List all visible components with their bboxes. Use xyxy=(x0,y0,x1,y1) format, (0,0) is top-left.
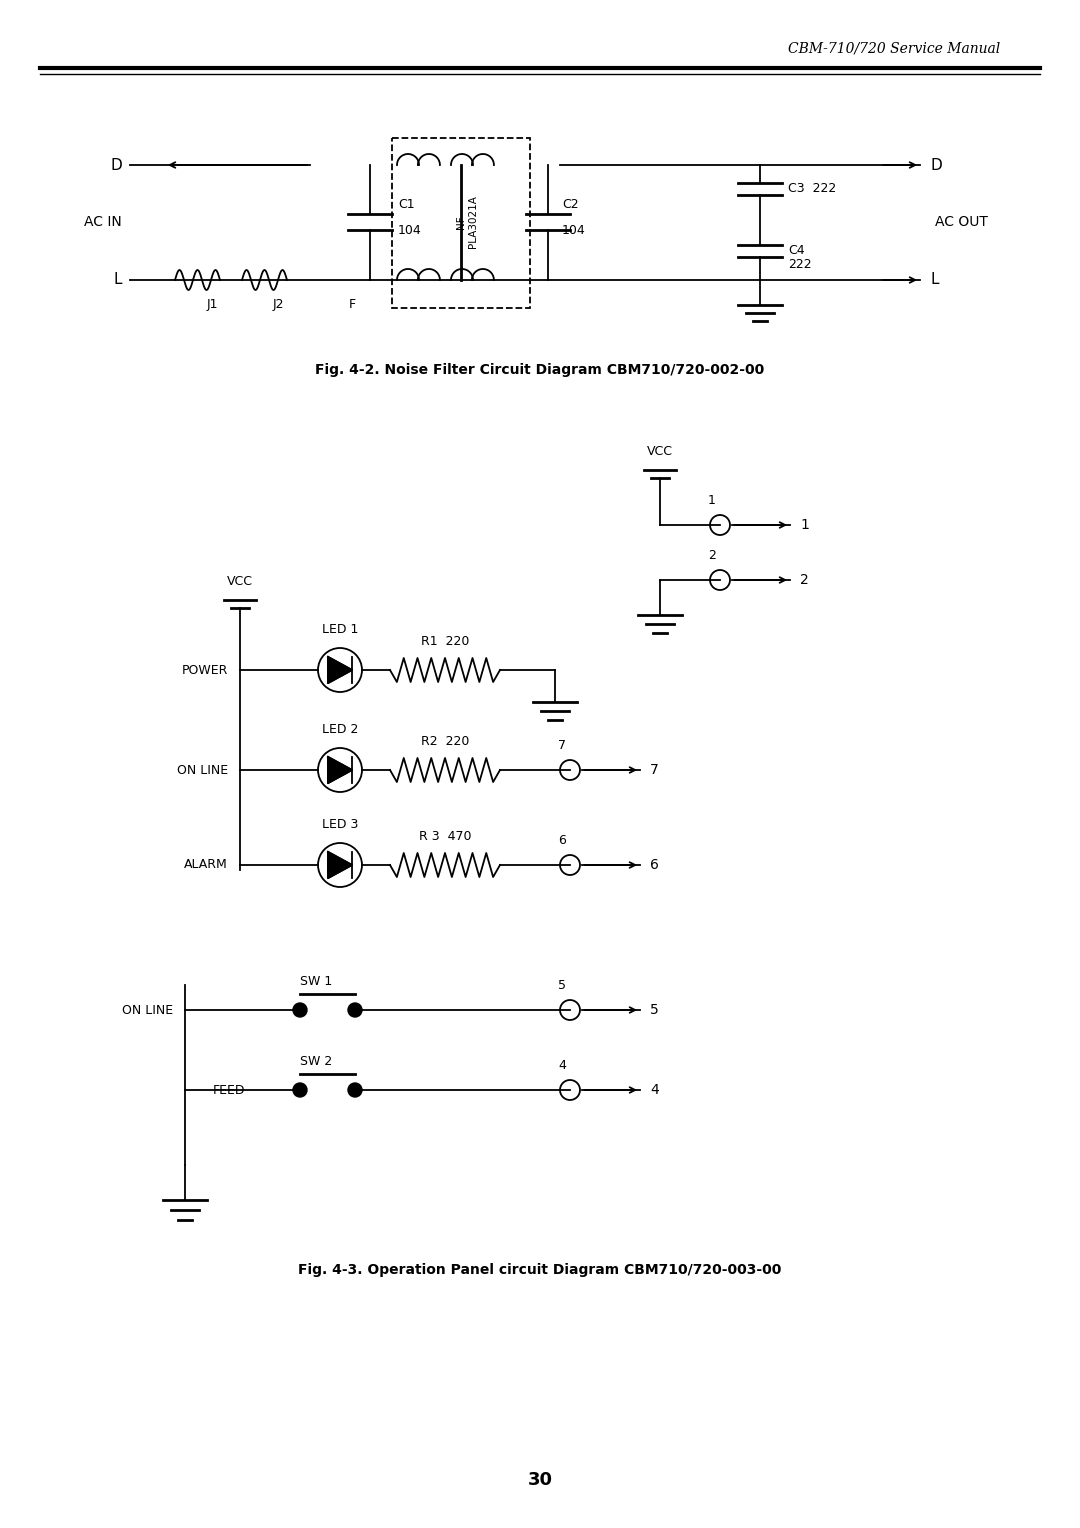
Text: F: F xyxy=(349,298,355,312)
Text: 2: 2 xyxy=(800,573,809,587)
Text: 2: 2 xyxy=(708,549,716,562)
Circle shape xyxy=(293,1083,307,1097)
Text: ALARM: ALARM xyxy=(185,859,228,871)
Text: AC IN: AC IN xyxy=(84,215,122,229)
Text: SW 2: SW 2 xyxy=(300,1054,333,1068)
Text: AC OUT: AC OUT xyxy=(935,215,988,229)
Text: 5: 5 xyxy=(558,979,566,992)
Text: 7: 7 xyxy=(650,762,659,778)
Text: VCC: VCC xyxy=(227,575,253,588)
Circle shape xyxy=(348,1083,362,1097)
Text: 222: 222 xyxy=(788,258,812,272)
Text: C3  222: C3 222 xyxy=(788,182,836,194)
Text: 6: 6 xyxy=(558,834,566,847)
Text: 1: 1 xyxy=(708,494,716,507)
Text: LED 3: LED 3 xyxy=(322,817,359,831)
Polygon shape xyxy=(328,657,352,683)
Text: R2  220: R2 220 xyxy=(421,735,469,749)
Text: SW 1: SW 1 xyxy=(300,975,333,989)
Text: D: D xyxy=(930,157,942,173)
Text: 5: 5 xyxy=(650,1002,659,1018)
Text: L: L xyxy=(930,272,939,287)
Text: R 3  470: R 3 470 xyxy=(419,830,471,843)
Text: Fig. 4-3. Operation Panel circuit Diagram CBM710/720-003-00: Fig. 4-3. Operation Panel circuit Diagra… xyxy=(298,1264,782,1277)
Bar xyxy=(392,138,530,309)
Circle shape xyxy=(293,1002,307,1018)
Polygon shape xyxy=(328,851,352,879)
Text: 30: 30 xyxy=(527,1471,553,1488)
Text: C1: C1 xyxy=(399,197,415,211)
Text: 4: 4 xyxy=(558,1059,566,1073)
Text: LED 2: LED 2 xyxy=(322,723,359,736)
Polygon shape xyxy=(328,756,352,784)
Text: C4: C4 xyxy=(788,243,805,257)
Text: 6: 6 xyxy=(650,859,659,872)
Text: D: D xyxy=(110,157,122,173)
Text: FEED: FEED xyxy=(213,1083,245,1097)
Text: CBM-710/720 Service Manual: CBM-710/720 Service Manual xyxy=(787,41,1000,57)
Text: 4: 4 xyxy=(650,1083,659,1097)
Text: 104: 104 xyxy=(562,223,585,237)
Text: POWER: POWER xyxy=(181,663,228,677)
Text: L: L xyxy=(113,272,122,287)
Text: ON LINE: ON LINE xyxy=(122,1004,173,1016)
Text: LED 1: LED 1 xyxy=(322,623,359,636)
Text: C2: C2 xyxy=(562,197,579,211)
Text: Fig. 4-2. Noise Filter Circuit Diagram CBM710/720-002-00: Fig. 4-2. Noise Filter Circuit Diagram C… xyxy=(315,364,765,377)
Circle shape xyxy=(348,1002,362,1018)
Text: ON LINE: ON LINE xyxy=(177,764,228,776)
Text: J1: J1 xyxy=(206,298,218,312)
Text: 7: 7 xyxy=(558,740,566,752)
Text: NF
PLA3021A: NF PLA3021A xyxy=(456,196,477,249)
Text: R1  220: R1 220 xyxy=(421,636,469,648)
Text: 104: 104 xyxy=(399,223,422,237)
Text: J2: J2 xyxy=(272,298,284,312)
Text: 1: 1 xyxy=(800,518,809,532)
Text: VCC: VCC xyxy=(647,445,673,458)
